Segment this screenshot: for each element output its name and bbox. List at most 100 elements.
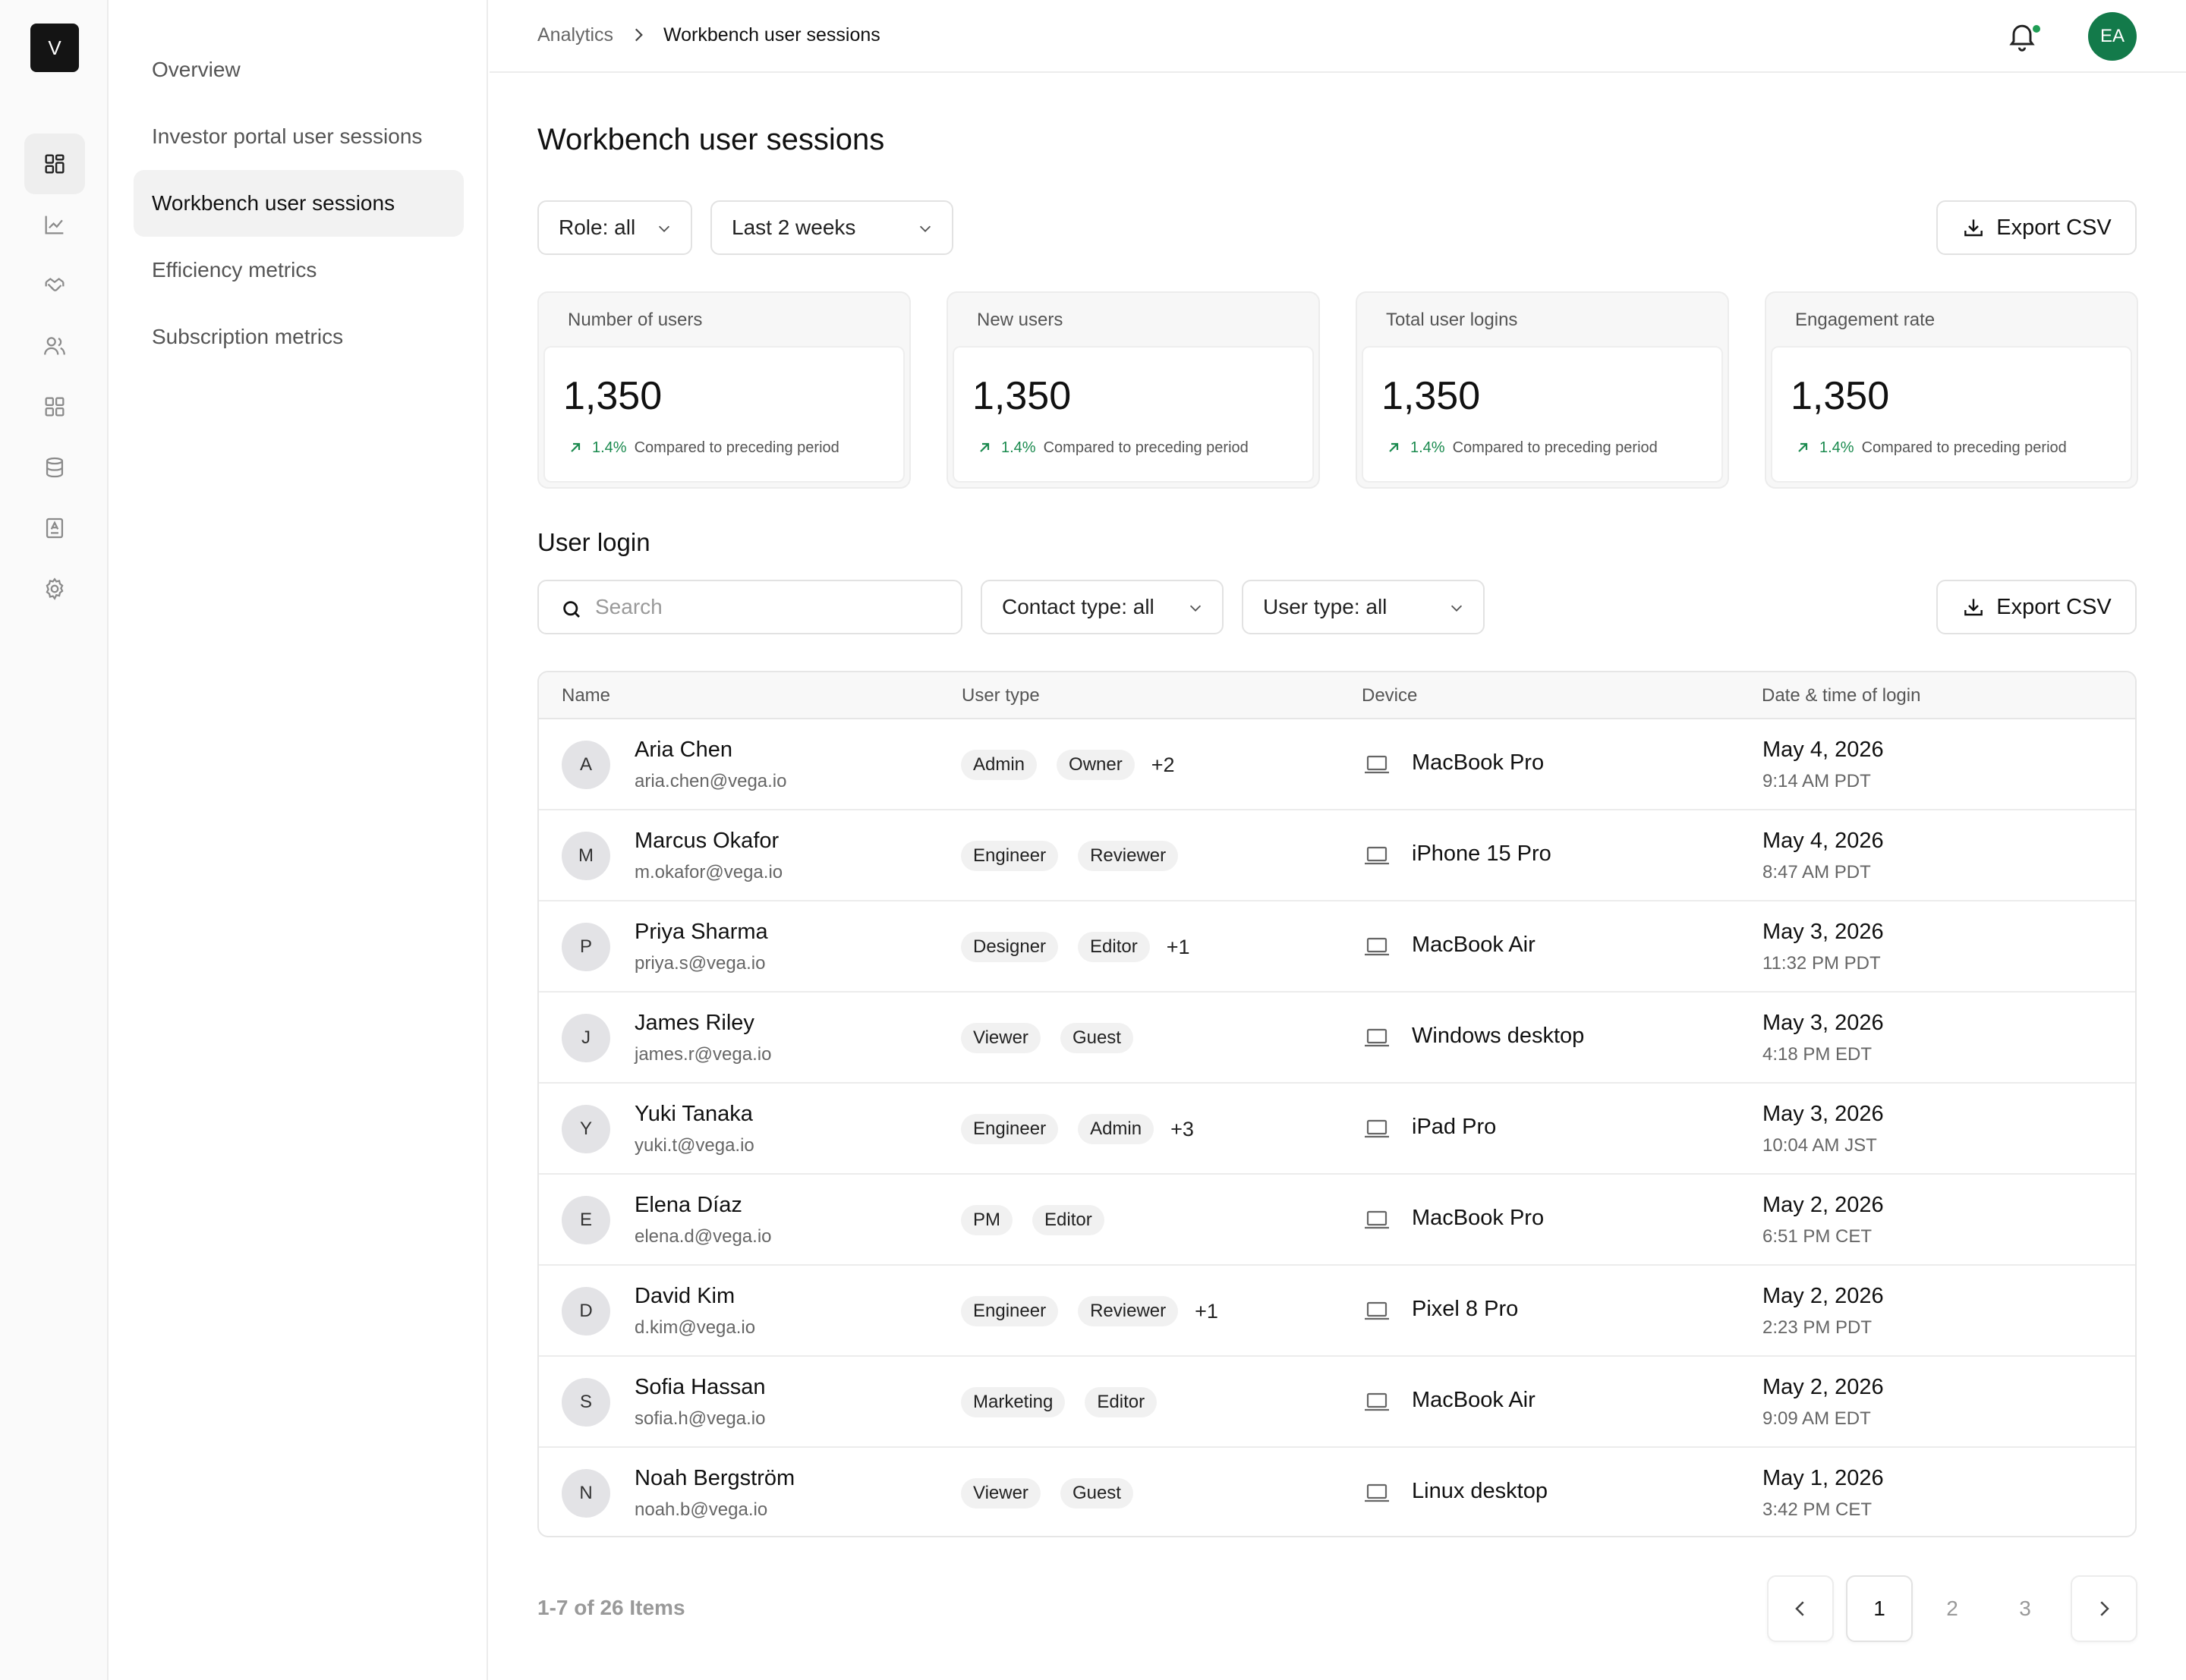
line-chart-icon[interactable] bbox=[24, 194, 85, 255]
laptop-icon bbox=[1363, 1026, 1391, 1050]
handshake-icon[interactable] bbox=[24, 255, 85, 316]
login-date: May 3, 2026 bbox=[1762, 920, 1884, 944]
login-date: May 2, 2026 bbox=[1762, 1193, 1884, 1217]
users-icon[interactable] bbox=[24, 316, 85, 376]
table-row[interactable]: M Marcus Okafor m.okafor@vega.io Enginee… bbox=[539, 810, 2135, 901]
kpi-card-engagement-rate: Engagement rate 1,350 1.4% Compared to p… bbox=[1765, 291, 2138, 489]
period-filter-select[interactable]: Last 2 weeks bbox=[710, 200, 953, 255]
login-time: 11:32 PM PDT bbox=[1762, 953, 1881, 974]
user-type-tag: Engineer bbox=[961, 841, 1059, 871]
avatar: S bbox=[562, 1378, 610, 1427]
user-name: Aria Chen bbox=[635, 738, 732, 762]
kpi-body: 1,350 1.4% Compared to preceding period bbox=[953, 346, 1314, 483]
kpi-body: 1,350 1.4% Compared to preceding period bbox=[1771, 346, 2132, 483]
device-name: Linux desktop bbox=[1412, 1479, 1548, 1503]
user-type-tag: Guest bbox=[1060, 1478, 1133, 1509]
chevron-left-icon bbox=[1795, 1601, 1804, 1616]
contact-book-icon[interactable] bbox=[24, 498, 85, 558]
login-time: 6:51 PM CET bbox=[1762, 1226, 1873, 1247]
kpi-card-total-user-logins: Total user logins 1,350 1.4% Compared to… bbox=[1356, 291, 1729, 489]
login-date: May 2, 2026 bbox=[1762, 1375, 1884, 1399]
kpi-value: 1,350 bbox=[1381, 374, 1481, 418]
page-button-2[interactable]: 2 bbox=[1946, 1597, 1958, 1620]
more-tags-count[interactable]: +1 bbox=[1166, 935, 1190, 958]
column-header-login-time[interactable]: Date & time of login bbox=[1762, 685, 1921, 706]
nav-item-overview[interactable]: Overview bbox=[152, 58, 241, 81]
table-row[interactable]: P Priya Sharma priya.s@vega.io Designer E… bbox=[539, 901, 2135, 993]
icon-rail: V bbox=[0, 0, 109, 1680]
user-login-table: Name User type Device Date & time of log… bbox=[537, 671, 2137, 1537]
avatar: N bbox=[562, 1469, 610, 1518]
user-type-tag: Viewer bbox=[961, 1478, 1041, 1509]
login-date: May 1, 2026 bbox=[1762, 1466, 1884, 1490]
table-row[interactable]: S Sofia Hassan sofia.h@vega.io Marketing… bbox=[539, 1357, 2135, 1448]
table-row[interactable]: D David Kim d.kim@vega.io Engineer Review… bbox=[539, 1266, 2135, 1357]
contact-type-filter-select[interactable]: Contact type: all bbox=[981, 580, 1224, 634]
user-type-tag: Engineer bbox=[961, 1296, 1059, 1326]
more-tags-count[interactable]: +3 bbox=[1170, 1117, 1194, 1140]
export-csv-logins-button[interactable]: Export CSV bbox=[1936, 580, 2137, 634]
nav-item-efficiency-metrics[interactable]: Efficiency metrics bbox=[152, 258, 317, 282]
kpi-body: 1,350 1.4% Compared to preceding period bbox=[543, 346, 905, 483]
login-time: 2:23 PM PDT bbox=[1762, 1317, 1873, 1338]
kpi-note: Compared to preceding period bbox=[1043, 439, 1249, 456]
table-row[interactable]: N Noah Bergström noah.b@vega.io Viewer Gu… bbox=[539, 1448, 2135, 1536]
contact-type-filter-value: Contact type: all bbox=[1002, 595, 1154, 618]
table-row[interactable]: J James Riley james.r@vega.io Viewer Gues… bbox=[539, 993, 2135, 1084]
trend-up-arrow-icon bbox=[571, 442, 581, 452]
kpi-value: 1,350 bbox=[563, 374, 663, 418]
device-name: iPhone 15 Pro bbox=[1412, 842, 1551, 866]
login-time: 9:14 AM PDT bbox=[1762, 771, 1871, 791]
nav-item-subscription-metrics[interactable]: Subscription metrics bbox=[152, 325, 344, 348]
user-type-tag: Marketing bbox=[961, 1387, 1066, 1417]
more-tags-count[interactable]: +2 bbox=[1151, 753, 1175, 776]
chevron-down-icon bbox=[1189, 605, 1202, 612]
role-filter-select[interactable]: Role: all bbox=[537, 200, 692, 255]
laptop-icon bbox=[1363, 1117, 1391, 1141]
next-page-button[interactable] bbox=[2071, 1575, 2137, 1642]
avatar: E bbox=[562, 1196, 610, 1244]
user-email: elena.d@vega.io bbox=[635, 1226, 772, 1247]
user-type-tag: Admin bbox=[1078, 1114, 1154, 1144]
bell-icon[interactable] bbox=[2005, 19, 2039, 52]
user-name: Priya Sharma bbox=[635, 920, 768, 944]
apps-grid-icon[interactable] bbox=[24, 376, 85, 437]
page-button-3[interactable]: 3 bbox=[2019, 1597, 2031, 1620]
table-row[interactable]: Y Yuki Tanaka yuki.t@vega.io Engineer Adm… bbox=[539, 1084, 2135, 1175]
device-name: MacBook Pro bbox=[1412, 750, 1545, 775]
app-logo[interactable]: V bbox=[30, 24, 79, 72]
kpi-trend: 1.4% Compared to preceding period bbox=[1384, 439, 1658, 457]
user-email: yuki.t@vega.io bbox=[635, 1135, 754, 1156]
nav-item-investor-portal-sessions[interactable]: Investor portal user sessions bbox=[152, 124, 423, 148]
export-csv-button[interactable]: Export CSV bbox=[1936, 200, 2137, 255]
page-button-1[interactable]: 1 bbox=[1846, 1575, 1913, 1642]
column-header-user-type[interactable]: User type bbox=[962, 685, 1040, 706]
gear-icon[interactable] bbox=[24, 558, 85, 619]
more-tags-count[interactable]: +1 bbox=[1195, 1299, 1218, 1323]
user-avatar[interactable]: EA bbox=[2088, 12, 2137, 61]
search-box bbox=[537, 580, 962, 634]
user-name: Elena Díaz bbox=[635, 1193, 742, 1217]
user-name: Yuki Tanaka bbox=[635, 1102, 753, 1126]
user-type-tag: Owner bbox=[1057, 750, 1135, 780]
user-type-filter-select[interactable]: User type: all bbox=[1242, 580, 1485, 634]
user-type-filter-value: User type: all bbox=[1263, 595, 1388, 618]
table-row[interactable]: A Aria Chen aria.chen@vega.io Admin Owner… bbox=[539, 719, 2135, 810]
column-header-device[interactable]: Device bbox=[1362, 685, 1418, 706]
kpi-change: 1.4% bbox=[1001, 439, 1036, 456]
user-type-tags: Viewer Guest bbox=[961, 1023, 1133, 1053]
search-input[interactable] bbox=[595, 592, 944, 622]
nav-item-workbench-sessions[interactable]: Workbench user sessions bbox=[134, 170, 464, 237]
table-header: Name User type Device Date & time of log… bbox=[539, 672, 2135, 719]
table-row[interactable]: E Elena Díaz elena.d@vega.io PM Editor Ma… bbox=[539, 1175, 2135, 1266]
dashboard-icon[interactable] bbox=[24, 134, 85, 194]
database-icon[interactable] bbox=[24, 437, 85, 498]
user-type-tag: Guest bbox=[1060, 1023, 1133, 1053]
chevron-right-icon bbox=[2100, 1601, 2109, 1616]
breadcrumb-current: Workbench user sessions bbox=[663, 24, 880, 46]
previous-page-button[interactable] bbox=[1767, 1575, 1834, 1642]
device-name: Pixel 8 Pro bbox=[1412, 1297, 1519, 1321]
column-header-name[interactable]: Name bbox=[562, 685, 611, 706]
breadcrumb-analytics[interactable]: Analytics bbox=[537, 24, 614, 46]
kpi-note: Compared to preceding period bbox=[1861, 439, 2067, 456]
